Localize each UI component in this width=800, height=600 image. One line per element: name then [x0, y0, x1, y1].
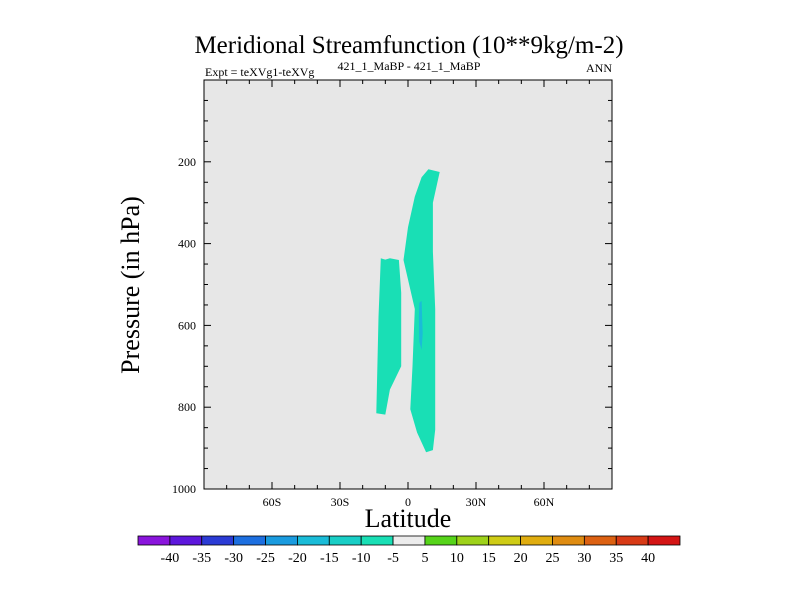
colorbar-label: 25	[545, 551, 559, 566]
x-tick-label: 60N	[534, 495, 555, 509]
contour-south-lobe	[376, 258, 402, 415]
x-tick-label: 0	[405, 495, 411, 509]
colorbar-swatch	[201, 535, 235, 546]
x-tick-label: 30N	[466, 495, 487, 509]
y-tick-label: 200	[178, 155, 196, 169]
colorbar-swatch	[520, 535, 553, 546]
y-tick-label: 600	[178, 318, 196, 332]
colorbar-label: 40	[641, 551, 655, 566]
colorbar-swatch	[552, 535, 585, 546]
colorbar-swatch	[615, 535, 649, 546]
case-label: 421_1_MaBP - 421_1_MaBP	[338, 59, 481, 73]
colorbar-swatch	[583, 535, 617, 546]
experiment-label: Expt = teXVg1-teXVg	[205, 65, 314, 79]
colorbar-swatch	[169, 535, 203, 546]
colorbar-swatch	[297, 535, 330, 546]
y-tick-label: 800	[178, 400, 196, 414]
colorbar-label: -5	[387, 551, 399, 566]
x-axis-label: Latitude	[365, 504, 452, 533]
colorbar-label: -10	[352, 551, 371, 566]
colorbar-label: 10	[450, 551, 464, 566]
colorbar-label: -25	[256, 551, 275, 566]
colorbar-label: -30	[224, 551, 243, 566]
x-tick-label: 60S	[263, 495, 282, 509]
y-tick-label: 400	[178, 237, 196, 251]
colorbar-swatch	[360, 535, 394, 546]
colorbar-label: -40	[161, 551, 180, 566]
y-tick-label: 1000	[172, 482, 196, 496]
colorbar-label: 30	[577, 551, 591, 566]
colorbar-swatch	[456, 535, 490, 546]
x-axis-ticks: 60S 30S 0 30N 60N	[203, 80, 613, 509]
contour-inner-core	[418, 300, 423, 350]
colorbar-swatch	[265, 535, 298, 546]
plot-area	[204, 80, 612, 489]
colorbar-swatch	[137, 535, 171, 546]
y-axis-label: Pressure (in hPa)	[116, 196, 145, 374]
colorbar-label: 5	[421, 551, 428, 566]
colorbar-label: 15	[482, 551, 496, 566]
colorbar: -40 -35 -30 -25 -20 -15 -10 -5 5 10 15 20 25 30 35 40	[137, 535, 681, 566]
colorbar-swatch	[647, 535, 681, 546]
colorbar-label: -20	[288, 551, 307, 566]
contour-regions	[376, 169, 440, 453]
colorbar-swatch	[328, 535, 362, 546]
colorbar-swatch	[392, 535, 426, 546]
y-axis-ticks: 200 400 600 800 1000	[172, 79, 612, 496]
colorbar-label: 35	[609, 551, 623, 566]
colorbar-swatch	[233, 535, 266, 546]
colorbar-label: -35	[192, 551, 211, 566]
colorbar-swatch	[488, 535, 521, 546]
colorbar-label: -15	[320, 551, 339, 566]
colorbar-swatch	[424, 535, 458, 546]
colorbar-label: 20	[514, 551, 528, 566]
x-tick-label: 30S	[331, 495, 350, 509]
season-label: ANN	[586, 61, 612, 75]
chart-title: Meridional Streamfunction (10**9kg/m-2)	[194, 32, 623, 59]
